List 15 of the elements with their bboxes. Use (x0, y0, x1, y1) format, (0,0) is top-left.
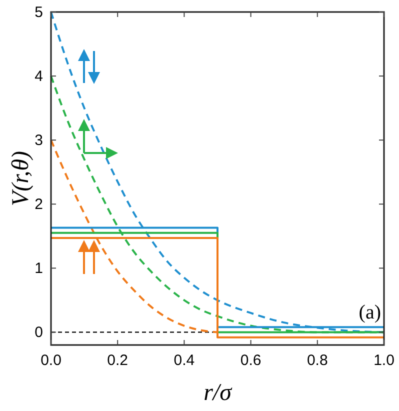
x-tick-label: 0.4 (174, 352, 195, 369)
y-tick-label: 1 (34, 260, 43, 278)
x-tick-label: 0.2 (107, 352, 128, 369)
y-tick-label: 5 (34, 4, 43, 21)
annotation: (a) (358, 302, 381, 324)
x-tick-label: 1.0 (374, 352, 394, 369)
y-tick-label: 2 (34, 196, 43, 214)
x-tick-label: 0.8 (306, 352, 328, 369)
y-axis-title: V(r,θ) (8, 150, 34, 206)
y-tick-label: 0 (34, 324, 43, 342)
y-tick-label: 3 (34, 132, 43, 150)
x-axis-title: r/σ (204, 380, 233, 406)
y-tick-label: 4 (34, 68, 43, 86)
x-tick-label: 0.0 (40, 352, 62, 369)
x-tick-label: 0.6 (240, 352, 262, 369)
